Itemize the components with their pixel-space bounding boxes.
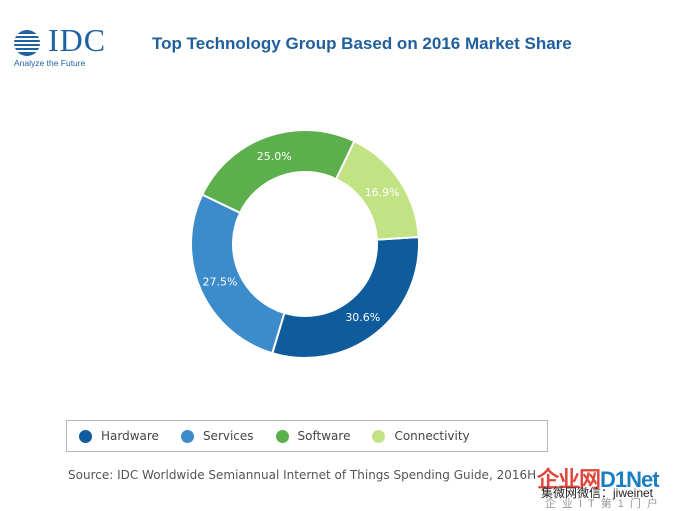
slice-connectivity[interactable] xyxy=(334,139,420,241)
legend-item-services[interactable]: Services xyxy=(180,429,254,443)
legend-label: Connectivity xyxy=(394,429,470,443)
watermark-logo: 企业网D1Net xyxy=(537,462,660,494)
legend-dot-services xyxy=(180,429,194,443)
globe-icon xyxy=(12,30,42,56)
legend-dot-hardware xyxy=(79,429,92,443)
watermark-brand-suffix: D1Net xyxy=(600,467,660,492)
legend-dot-software xyxy=(275,429,289,443)
watermark-brand-prefix: 企业网 xyxy=(537,467,601,492)
chart-legend: Hardware Services Software Connectivity xyxy=(66,420,548,452)
slice-software[interactable] xyxy=(200,129,356,215)
slice-label-services: 27.5% xyxy=(202,276,237,289)
slice-hardware[interactable] xyxy=(271,235,420,359)
logo-tagline: Analyze the Future xyxy=(14,58,86,68)
slice-label-software: 25.0% xyxy=(257,150,292,163)
watermark-wechat: 集微网微信：jiweinet xyxy=(541,486,654,500)
slice-services[interactable] xyxy=(190,193,286,355)
legend-item-connectivity[interactable]: Connectivity xyxy=(372,429,470,443)
legend-item-hardware[interactable]: Hardware xyxy=(79,429,159,443)
legend-label: Software xyxy=(297,429,351,443)
logo-wordmark: IDC xyxy=(48,22,107,58)
watermark-tagline: 企业IT第1门户 xyxy=(545,498,664,510)
donut-chart: 30.6% 27.5% 25.0% 16.9% xyxy=(190,129,420,359)
idc-logo: IDC Analyze the Future xyxy=(10,22,140,70)
slice-label-connectivity: 16.9% xyxy=(365,186,400,199)
slice-label-hardware: 30.6% xyxy=(345,311,380,324)
legend-item-software[interactable]: Software xyxy=(275,429,351,443)
source-note: Source: IDC Worldwide Semiannual Interne… xyxy=(68,468,537,482)
legend-label: Hardware xyxy=(101,429,159,443)
legend-dot-connectivity xyxy=(372,429,386,443)
chart-title: Top Technology Group Based on 2016 Marke… xyxy=(152,34,572,53)
legend-label: Services xyxy=(202,429,254,443)
